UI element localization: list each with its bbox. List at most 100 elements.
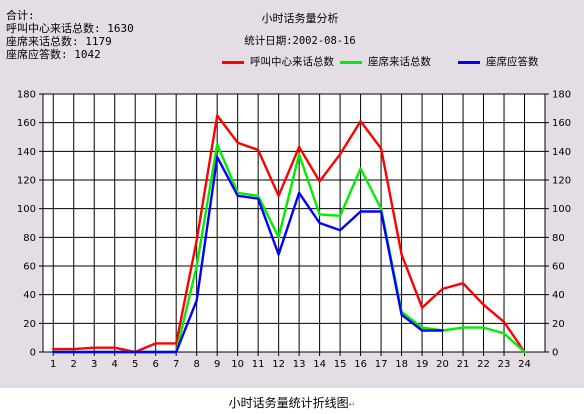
data-point (277, 236, 280, 239)
data-point (380, 207, 382, 210)
legend-label: 座席来话总数 (368, 56, 431, 68)
x-tick-label: 14 (313, 359, 326, 370)
data-point (359, 167, 362, 170)
x-tick-label: 20 (436, 359, 449, 370)
data-point (175, 342, 178, 345)
data-point (277, 194, 280, 197)
x-tick-label: 12 (272, 359, 285, 370)
data-point (339, 214, 342, 217)
data-point (195, 299, 198, 302)
data-point (216, 114, 219, 117)
data-point (113, 346, 116, 349)
x-tick-label: 4 (112, 359, 118, 370)
y-tick-label-right: 140 (552, 147, 571, 158)
summary-label: 座席应答数: (6, 48, 68, 61)
y-tick-label: 180 (17, 90, 36, 101)
legend-swatch-green (340, 60, 362, 64)
legend-item-call-center: 呼叫中心来话总数 (222, 54, 334, 68)
y-tick-label: 140 (17, 147, 36, 158)
data-point (113, 351, 116, 353)
data-point (339, 229, 342, 232)
x-tick-label: 5 (132, 359, 138, 370)
series-line-3 (52, 155, 444, 354)
y-tick-label-right: 60 (552, 262, 565, 273)
x-tick-label: 7 (173, 359, 179, 370)
data-point (482, 326, 485, 329)
data-point (236, 141, 239, 144)
summary-label: 呼叫中心来话总数: (6, 22, 101, 35)
summary-row-call-center: 呼叫中心来话总数: 1630 (6, 22, 134, 35)
data-point (482, 303, 485, 306)
chart-panel: 合计: 呼叫中心来话总数: 1630 座席来话总数: 1179 座席应答数: 1… (0, 0, 584, 388)
legend-item-agent-answered: 座席应答数 (458, 54, 539, 68)
data-point (195, 239, 198, 242)
data-point (154, 342, 157, 345)
data-point (503, 321, 505, 323)
x-tick-label: 17 (375, 359, 388, 370)
data-point (175, 351, 178, 353)
data-point (72, 348, 75, 351)
data-point (359, 210, 362, 213)
x-tick-label: 15 (334, 359, 347, 370)
legend-label: 呼叫中心来话总数 (250, 56, 334, 68)
x-tick-label: 19 (416, 359, 429, 370)
summary-row-agent-answered: 座席应答数: 1042 (6, 48, 134, 61)
data-point (72, 351, 75, 353)
data-point (52, 351, 55, 353)
y-tick-label-right: 100 (552, 204, 571, 215)
summary-heading: 合计: (6, 9, 35, 22)
data-point (318, 180, 321, 183)
data-point (52, 348, 55, 351)
data-point (441, 329, 444, 332)
legend-item-agent-incoming: 座席来话总数 (340, 54, 431, 68)
data-point (359, 120, 362, 123)
x-tick-label: 2 (71, 359, 77, 370)
y-tick-label: 20 (23, 319, 36, 330)
data-point (93, 351, 96, 353)
y-tick-label: 120 (17, 176, 36, 187)
x-tick-label: 24 (518, 359, 531, 370)
x-tick-label: 21 (457, 359, 470, 370)
data-point (134, 351, 137, 353)
chart-subtitle: 统计日期:2002-08-16 (244, 35, 356, 47)
y-tick-label: 80 (23, 233, 36, 244)
data-point (441, 288, 444, 290)
y-tick-label-right: 160 (552, 118, 571, 129)
data-point (380, 147, 382, 150)
data-point (400, 253, 403, 256)
data-point (236, 194, 239, 197)
data-point (318, 213, 321, 216)
caption-text: 小时话务量统计折线图 (228, 396, 349, 410)
data-point (380, 210, 382, 213)
figure-caption: 小时话务量统计折线图↵ (0, 394, 584, 411)
y-tick-label-right: 180 (552, 90, 571, 101)
data-point (298, 192, 301, 194)
y-tick-label: 0 (30, 348, 36, 359)
x-tick-label: 13 (293, 359, 306, 370)
x-tick-label: 1 (50, 359, 56, 370)
summary-totals: 合计: 呼叫中心来话总数: 1630 座席来话总数: 1179 座席应答数: 1… (6, 9, 134, 61)
data-point (339, 153, 342, 156)
x-tick-label: 18 (395, 359, 408, 370)
data-point (462, 282, 464, 285)
data-point (318, 222, 321, 224)
data-point (421, 306, 423, 309)
data-point (216, 143, 219, 146)
data-point (421, 326, 423, 329)
x-tick-label: 8 (193, 359, 199, 370)
summary-value: 1042 (74, 48, 101, 61)
data-point (216, 156, 219, 158)
x-tick-label: 3 (91, 359, 97, 370)
data-point (503, 332, 505, 335)
data-point (154, 351, 157, 353)
plot-area (42, 93, 546, 353)
legend-swatch-blue (458, 60, 480, 64)
data-point (421, 329, 423, 332)
y-tick-label-right: 40 (552, 290, 565, 301)
summary-row-agent-incoming: 座席来话总数: 1179 (6, 35, 134, 48)
y-tick-label: 160 (17, 118, 36, 129)
x-tick-label: 9 (214, 359, 220, 370)
x-tick-label: 22 (477, 359, 490, 370)
summary-value: 1630 (107, 22, 134, 35)
x-tick-label: 23 (498, 359, 511, 370)
